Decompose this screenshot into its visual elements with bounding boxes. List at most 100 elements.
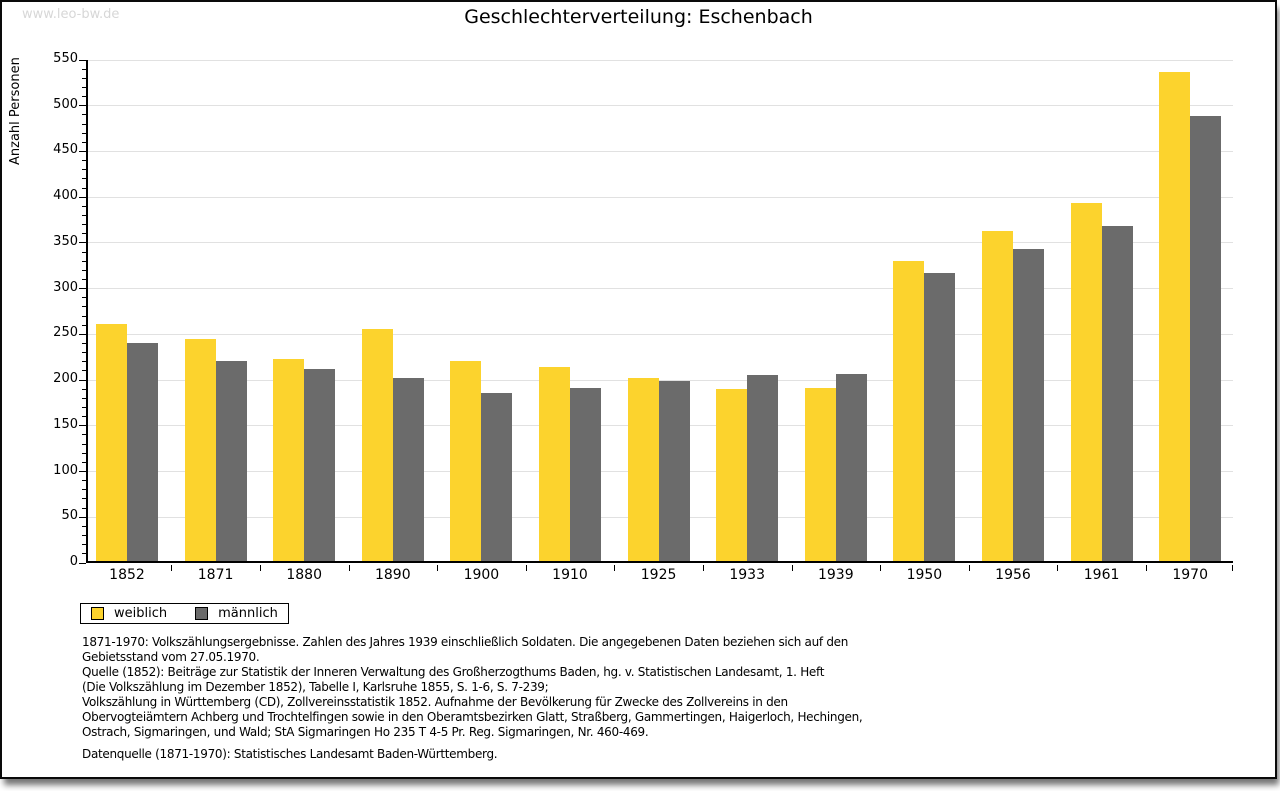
gridline-550: [88, 59, 1233, 61]
y-minor-tick-390: [82, 205, 86, 207]
y-minor-tick-340: [82, 251, 86, 253]
x-tick-label-1880: 1880: [286, 567, 322, 583]
y-minor-tick-360: [82, 233, 86, 235]
legend: weiblich männlich: [80, 603, 289, 624]
legend-swatch-maennlich: [195, 607, 209, 620]
x-tick-4: [525, 565, 527, 571]
y-tick-label-50: 50: [61, 508, 78, 524]
y-tick-label-550: 550: [53, 51, 78, 66]
gridline-400: [88, 196, 1233, 198]
x-tick-label-1970: 1970: [1172, 567, 1208, 583]
bar-männlich-1880: [304, 368, 336, 561]
y-minor-tick-190: [82, 388, 86, 390]
bar-männlich-1871: [215, 360, 247, 561]
y-minor-tick-180: [82, 397, 86, 399]
legend-label-maennlich: männlich: [218, 606, 278, 621]
bar-weiblich-1880: [273, 358, 305, 561]
y-tick-400: [79, 196, 86, 198]
gridline-250: [88, 333, 1233, 335]
bar-männlich-1900: [481, 392, 513, 561]
y-tick-100: [79, 471, 86, 473]
x-tick-label-1961: 1961: [1083, 567, 1120, 583]
bar-weiblich-1933: [716, 389, 748, 561]
x-tick-3: [437, 565, 439, 571]
x-tick-6: [702, 565, 704, 571]
gridline-350: [88, 242, 1233, 244]
gridline-500: [88, 105, 1233, 107]
bar-weiblich-1871: [184, 338, 216, 561]
y-minor-tick-320: [82, 269, 86, 271]
y-tick-550: [79, 59, 86, 61]
y-minor-tick-120: [82, 452, 86, 454]
legend-swatch-weiblich: [91, 607, 104, 620]
bar-weiblich-1890: [361, 328, 393, 561]
y-minor-tick-280: [82, 306, 86, 308]
footnote-line-4: (Die Volkszählung im Dezember 1852), Tab…: [82, 680, 549, 694]
bar-weiblich-1939: [804, 388, 836, 561]
y-minor-tick-60: [82, 507, 86, 509]
x-tick-label-1939: 1939: [817, 567, 854, 583]
y-minor-tick-330: [82, 260, 86, 262]
bar-männlich-1925: [658, 380, 690, 561]
bar-weiblich-1956: [982, 230, 1013, 561]
x-tick-label-1890: 1890: [374, 567, 411, 583]
y-tick-200: [79, 379, 86, 381]
bar-weiblich-1910: [539, 367, 570, 561]
y-tick-label-200: 200: [53, 371, 78, 387]
y-minor-tick-220: [82, 361, 86, 363]
y-minor-tick-470: [82, 132, 86, 134]
y-tick-label-150: 150: [53, 416, 78, 432]
y-minor-tick-30: [82, 535, 86, 537]
y-minor-tick-490: [82, 114, 86, 116]
bar-männlich-1950: [924, 272, 956, 561]
footnotes: 1871-1970: Volkszählungsergebnisse. Zahl…: [82, 635, 863, 740]
x-tick-7: [791, 565, 793, 571]
y-minor-tick-410: [82, 187, 86, 189]
x-tick-2: [348, 565, 350, 571]
footnote-line-7: Ostrach, Sigmaringen, und Wald; StA Sigm…: [82, 725, 649, 739]
x-tick-label-1910: 1910: [552, 567, 588, 583]
y-minor-tick-140: [82, 434, 86, 436]
bar-männlich-1933: [747, 375, 779, 561]
y-minor-tick-510: [82, 96, 86, 98]
watermark: www.leo-bw.de: [22, 7, 120, 22]
y-minor-tick-40: [82, 525, 86, 527]
footnote-line-6: Obervogteiämtern Achberg und Trochtelfin…: [82, 710, 863, 724]
y-tick-500: [79, 105, 86, 107]
footnote-line-3: Quelle (1852): Beiträge zur Statistik de…: [82, 665, 825, 679]
x-tick-label-1871: 1871: [197, 567, 234, 583]
y-minor-tick-440: [82, 160, 86, 162]
y-minor-tick-130: [82, 443, 86, 445]
plot-area: 0 50 100 150 200 250 300 350 400 450 500 550 1852 187…: [53, 51, 1233, 583]
y-minor-tick-290: [82, 297, 86, 299]
y-tick-label-350: 350: [53, 233, 78, 249]
bar-männlich-1961: [1101, 226, 1133, 561]
y-minor-tick-10: [82, 553, 86, 555]
x-tick-label-1852: 1852: [109, 567, 145, 583]
bar-weiblich-1900: [450, 360, 482, 561]
x-tick-1: [259, 565, 261, 571]
x-tick-label-1950: 1950: [906, 567, 943, 583]
x-tick-label-1900: 1900: [463, 567, 500, 583]
bar-weiblich-1950: [893, 261, 925, 561]
y-minor-tick-230: [82, 352, 86, 354]
y-tick-label-450: 450: [53, 142, 78, 158]
y-minor-tick-170: [82, 407, 86, 409]
bar-männlich-1939: [835, 374, 867, 561]
y-tick-label-300: 300: [53, 279, 78, 295]
y-minor-tick-160: [82, 416, 86, 418]
x-tick-label-1925: 1925: [640, 567, 677, 583]
footnote-line-2: Gebietsstand vom 27.05.1970.: [82, 650, 260, 664]
bar-weiblich-1925: [627, 378, 659, 561]
x-tick-9: [968, 565, 970, 571]
y-tick-300: [79, 288, 86, 290]
y-minor-tick-80: [82, 489, 86, 491]
gridline-300: [88, 288, 1233, 290]
y-tick-50: [79, 516, 86, 518]
bar-männlich-1956: [1013, 249, 1044, 561]
y-minor-tick-420: [82, 178, 86, 180]
y-tick-label-500: 500: [53, 96, 78, 112]
datasource-note: Datenquelle (1871-1970): Statistisches L…: [82, 747, 498, 761]
y-minor-tick-240: [82, 343, 86, 344]
